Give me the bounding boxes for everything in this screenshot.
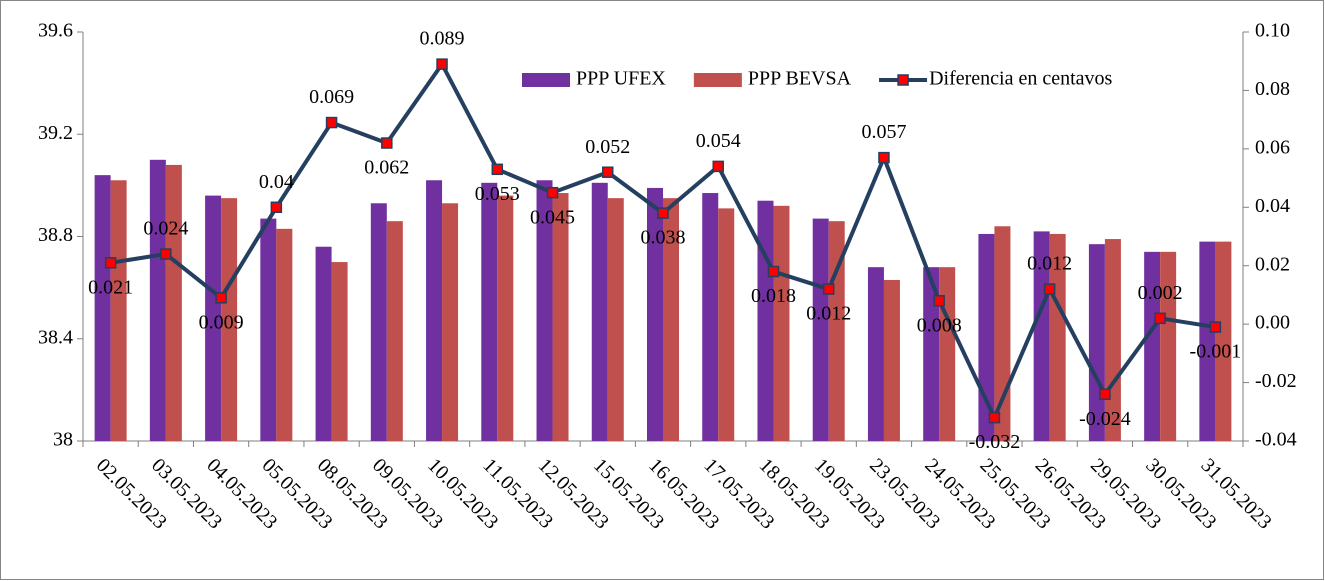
bar [221,198,238,441]
data-label: -0.001 [1190,341,1242,363]
bar [663,198,679,441]
marker [988,411,1001,424]
bar [481,182,498,441]
y2-tick-label: 0.02 [1255,253,1290,275]
marker [767,265,780,278]
data-label: 0.008 [917,314,962,336]
y2-tick-label: 0.08 [1255,78,1290,100]
y2-tick-label: 0.04 [1255,195,1290,217]
data-label: 0.012 [1027,253,1072,275]
bar [923,267,940,441]
bar [165,164,182,442]
data-label: 0.012 [806,303,851,325]
marker [436,58,448,70]
marker [104,257,117,269]
marker [381,137,393,149]
bar [110,180,127,441]
bar [812,218,829,441]
legend-swatch [693,73,742,87]
marker [878,151,890,164]
bar [702,193,719,441]
bar [536,180,553,441]
marker [160,248,172,260]
bar [718,208,735,441]
y-tick-label: 38.4 [38,326,73,348]
marker [1043,283,1056,295]
data-label: 0.018 [751,285,796,307]
bar [260,218,277,441]
data-label: 0.054 [696,130,741,152]
marker [491,163,504,176]
data-label: 0.089 [420,28,465,50]
bar [1215,241,1232,441]
bar [370,203,387,441]
bar [647,187,663,441]
bar [94,175,111,441]
bar [315,246,332,441]
y2-tick-label: -0.02 [1255,370,1297,392]
data-label: 0.057 [861,121,906,143]
bar [497,195,514,441]
bar [1160,251,1177,441]
data-label: 0.024 [143,218,188,240]
marker [1099,388,1111,401]
bar [1199,241,1216,441]
marker [712,160,724,173]
data-label: 0.052 [585,136,630,158]
data-label: 0.009 [199,311,244,333]
bar [591,182,608,441]
bar [331,262,348,441]
data-label: 0.038 [641,227,686,249]
bar [149,159,166,441]
data-label: -0.024 [1079,408,1131,430]
y-tick-label: 38.8 [38,224,73,246]
y-tick-label: 39.2 [38,122,73,144]
data-label: 0.021 [88,276,133,298]
data-label: 0.045 [530,206,575,228]
data-label: 0.002 [1138,282,1183,304]
bar [939,267,956,441]
data-label: 0.062 [364,157,409,179]
bar [773,205,790,441]
y2-tick-label: 0.10 [1255,20,1290,42]
legend-marker [897,74,909,86]
marker [822,283,835,295]
legend-swatch [522,73,570,87]
bar [205,195,222,441]
bar [426,180,443,441]
data-label: 0.069 [309,86,354,108]
data-label: 0.04 [259,171,294,193]
marker [1209,321,1222,333]
marker [657,207,669,219]
y-tick-label: 38 [53,429,73,451]
bar [757,200,774,441]
marker [546,186,559,199]
bar [607,198,624,441]
bar [552,193,569,441]
data-label: 0.053 [475,183,520,205]
bar [442,203,459,441]
bar [276,228,293,441]
bar [867,267,884,441]
legend-label: Diferencia en centavos [929,68,1112,90]
y2-tick-label: 0.00 [1255,312,1290,334]
legend-label: PPP UFEX [576,68,666,90]
marker [270,201,283,214]
marker [1154,312,1166,325]
marker [933,295,945,307]
y-tick-label: 39.6 [38,20,73,42]
data-label: -0.032 [969,431,1021,453]
bar [386,221,403,441]
bar [883,279,900,441]
legend-label: PPP BEVSA [748,68,852,90]
y2-tick-label: 0.06 [1255,136,1290,158]
marker [325,116,338,129]
y2-tick-label: -0.04 [1255,429,1297,451]
marker [215,292,227,304]
bar [1144,251,1161,441]
marker [602,166,614,178]
